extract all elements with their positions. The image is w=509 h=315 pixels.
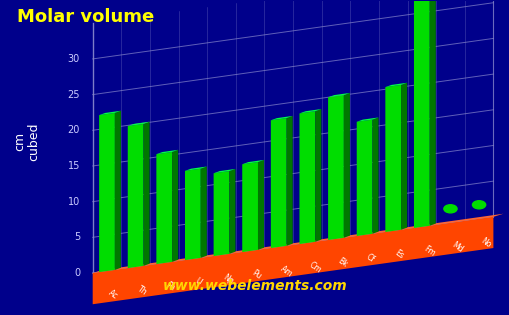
Polygon shape <box>99 111 121 115</box>
Text: Es: Es <box>392 248 405 261</box>
Text: www.webelements.com: www.webelements.com <box>162 278 347 293</box>
Text: Bk: Bk <box>335 256 348 269</box>
Text: Pa: Pa <box>164 280 177 293</box>
Polygon shape <box>242 162 258 252</box>
Text: Cf: Cf <box>364 252 376 264</box>
Text: 20: 20 <box>68 125 80 135</box>
Polygon shape <box>299 109 321 113</box>
Polygon shape <box>356 117 378 122</box>
Polygon shape <box>270 116 292 120</box>
Text: Cm: Cm <box>307 260 322 275</box>
Polygon shape <box>372 117 378 234</box>
Polygon shape <box>185 166 207 171</box>
Polygon shape <box>356 120 372 236</box>
Polygon shape <box>172 150 178 262</box>
Text: Am: Am <box>278 264 294 279</box>
Circle shape <box>443 205 456 213</box>
Circle shape <box>471 201 485 209</box>
Text: Th: Th <box>135 284 148 297</box>
Text: 10: 10 <box>68 197 80 207</box>
Polygon shape <box>327 95 343 240</box>
Text: 25: 25 <box>67 89 80 100</box>
Polygon shape <box>385 85 400 232</box>
Text: Pu: Pu <box>249 268 263 281</box>
Polygon shape <box>258 160 264 250</box>
Polygon shape <box>400 83 406 230</box>
Polygon shape <box>99 113 115 272</box>
Polygon shape <box>115 111 121 270</box>
Polygon shape <box>201 166 207 258</box>
Text: Fm: Fm <box>421 244 436 258</box>
Polygon shape <box>429 0 435 226</box>
Polygon shape <box>156 150 178 154</box>
Polygon shape <box>143 122 149 266</box>
Text: Ac: Ac <box>107 288 120 301</box>
Polygon shape <box>299 111 315 244</box>
Text: cm
cubed: cm cubed <box>13 123 41 161</box>
Polygon shape <box>185 169 201 260</box>
Text: 30: 30 <box>68 54 80 64</box>
Polygon shape <box>270 118 286 248</box>
Polygon shape <box>156 152 172 264</box>
Polygon shape <box>93 217 492 304</box>
Text: 15: 15 <box>68 161 80 171</box>
Text: Md: Md <box>449 240 464 254</box>
Polygon shape <box>213 171 229 256</box>
Text: 5: 5 <box>74 232 80 242</box>
Polygon shape <box>127 122 149 126</box>
Text: Molar volume: Molar volume <box>17 8 154 26</box>
Polygon shape <box>127 124 143 268</box>
Polygon shape <box>213 169 235 173</box>
Polygon shape <box>229 169 235 254</box>
Polygon shape <box>327 93 349 97</box>
Text: 0: 0 <box>74 268 80 278</box>
Text: Np: Np <box>221 272 235 286</box>
Polygon shape <box>343 93 349 238</box>
Polygon shape <box>413 0 429 228</box>
Polygon shape <box>242 160 264 164</box>
Polygon shape <box>315 109 321 242</box>
Polygon shape <box>286 116 292 246</box>
Polygon shape <box>385 83 406 87</box>
Text: U: U <box>192 276 202 287</box>
Text: No: No <box>478 236 492 249</box>
Polygon shape <box>93 214 502 273</box>
